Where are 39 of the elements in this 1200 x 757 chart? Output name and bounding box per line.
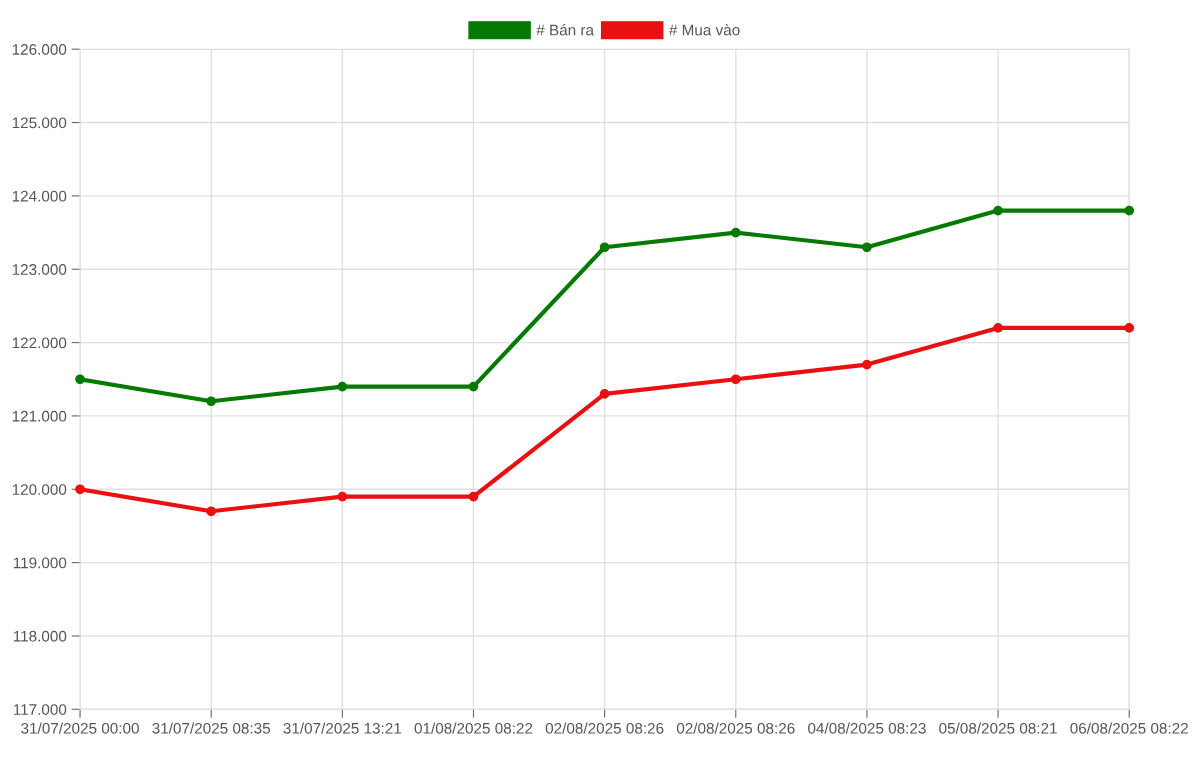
x-tick-label: 05/08/2025 08:21 <box>939 722 1057 734</box>
x-tick-label: 04/08/2025 08:23 <box>808 722 926 734</box>
point <box>468 381 479 392</box>
x-tick-label: 31/07/2025 08:35 <box>152 722 271 734</box>
y-tick-label: 124.000 <box>12 190 67 202</box>
y-tick-label: 120.000 <box>12 484 67 495</box>
y-tick-label: 119.000 <box>13 557 67 569</box>
legend-label: # Mua vào <box>668 24 740 36</box>
x-tick-label: 31/07/2025 13:21 <box>283 722 402 734</box>
y-tick-label: 126.000 <box>12 44 67 55</box>
x-tick-label: 02/08/2025 08:26 <box>676 722 795 734</box>
y-tick-label: 121.000 <box>12 410 67 422</box>
point <box>599 242 610 253</box>
x-tick-label: 06/08/2025 08:22 <box>1070 722 1188 734</box>
point <box>337 491 348 502</box>
point <box>206 506 217 517</box>
x-tick-label: 01/08/2025 08:22 <box>414 722 533 734</box>
legend-label: # Bán ra <box>536 24 595 36</box>
y-tick-label: 122.000 <box>12 337 67 349</box>
point <box>75 374 85 385</box>
point <box>1124 205 1135 216</box>
x-tick-label: 02/08/2025 08:26 <box>545 722 664 734</box>
point <box>1124 323 1135 333</box>
x-tick-label: 31/07/2025 00:00 <box>21 722 139 734</box>
point <box>599 389 610 399</box>
point <box>862 359 872 370</box>
y-tick-label: 125.000 <box>12 117 67 129</box>
point <box>993 323 1003 333</box>
y-tick-label: 117.000 <box>13 704 67 715</box>
y-tick-label: 118.000 <box>13 630 67 642</box>
y-tick-label: 123.000 <box>12 264 67 275</box>
point <box>206 396 217 407</box>
point <box>468 491 479 502</box>
point <box>993 205 1003 216</box>
point <box>730 374 741 385</box>
point <box>337 381 348 392</box>
point <box>75 484 85 495</box>
point <box>730 227 741 238</box>
point <box>862 242 872 253</box>
